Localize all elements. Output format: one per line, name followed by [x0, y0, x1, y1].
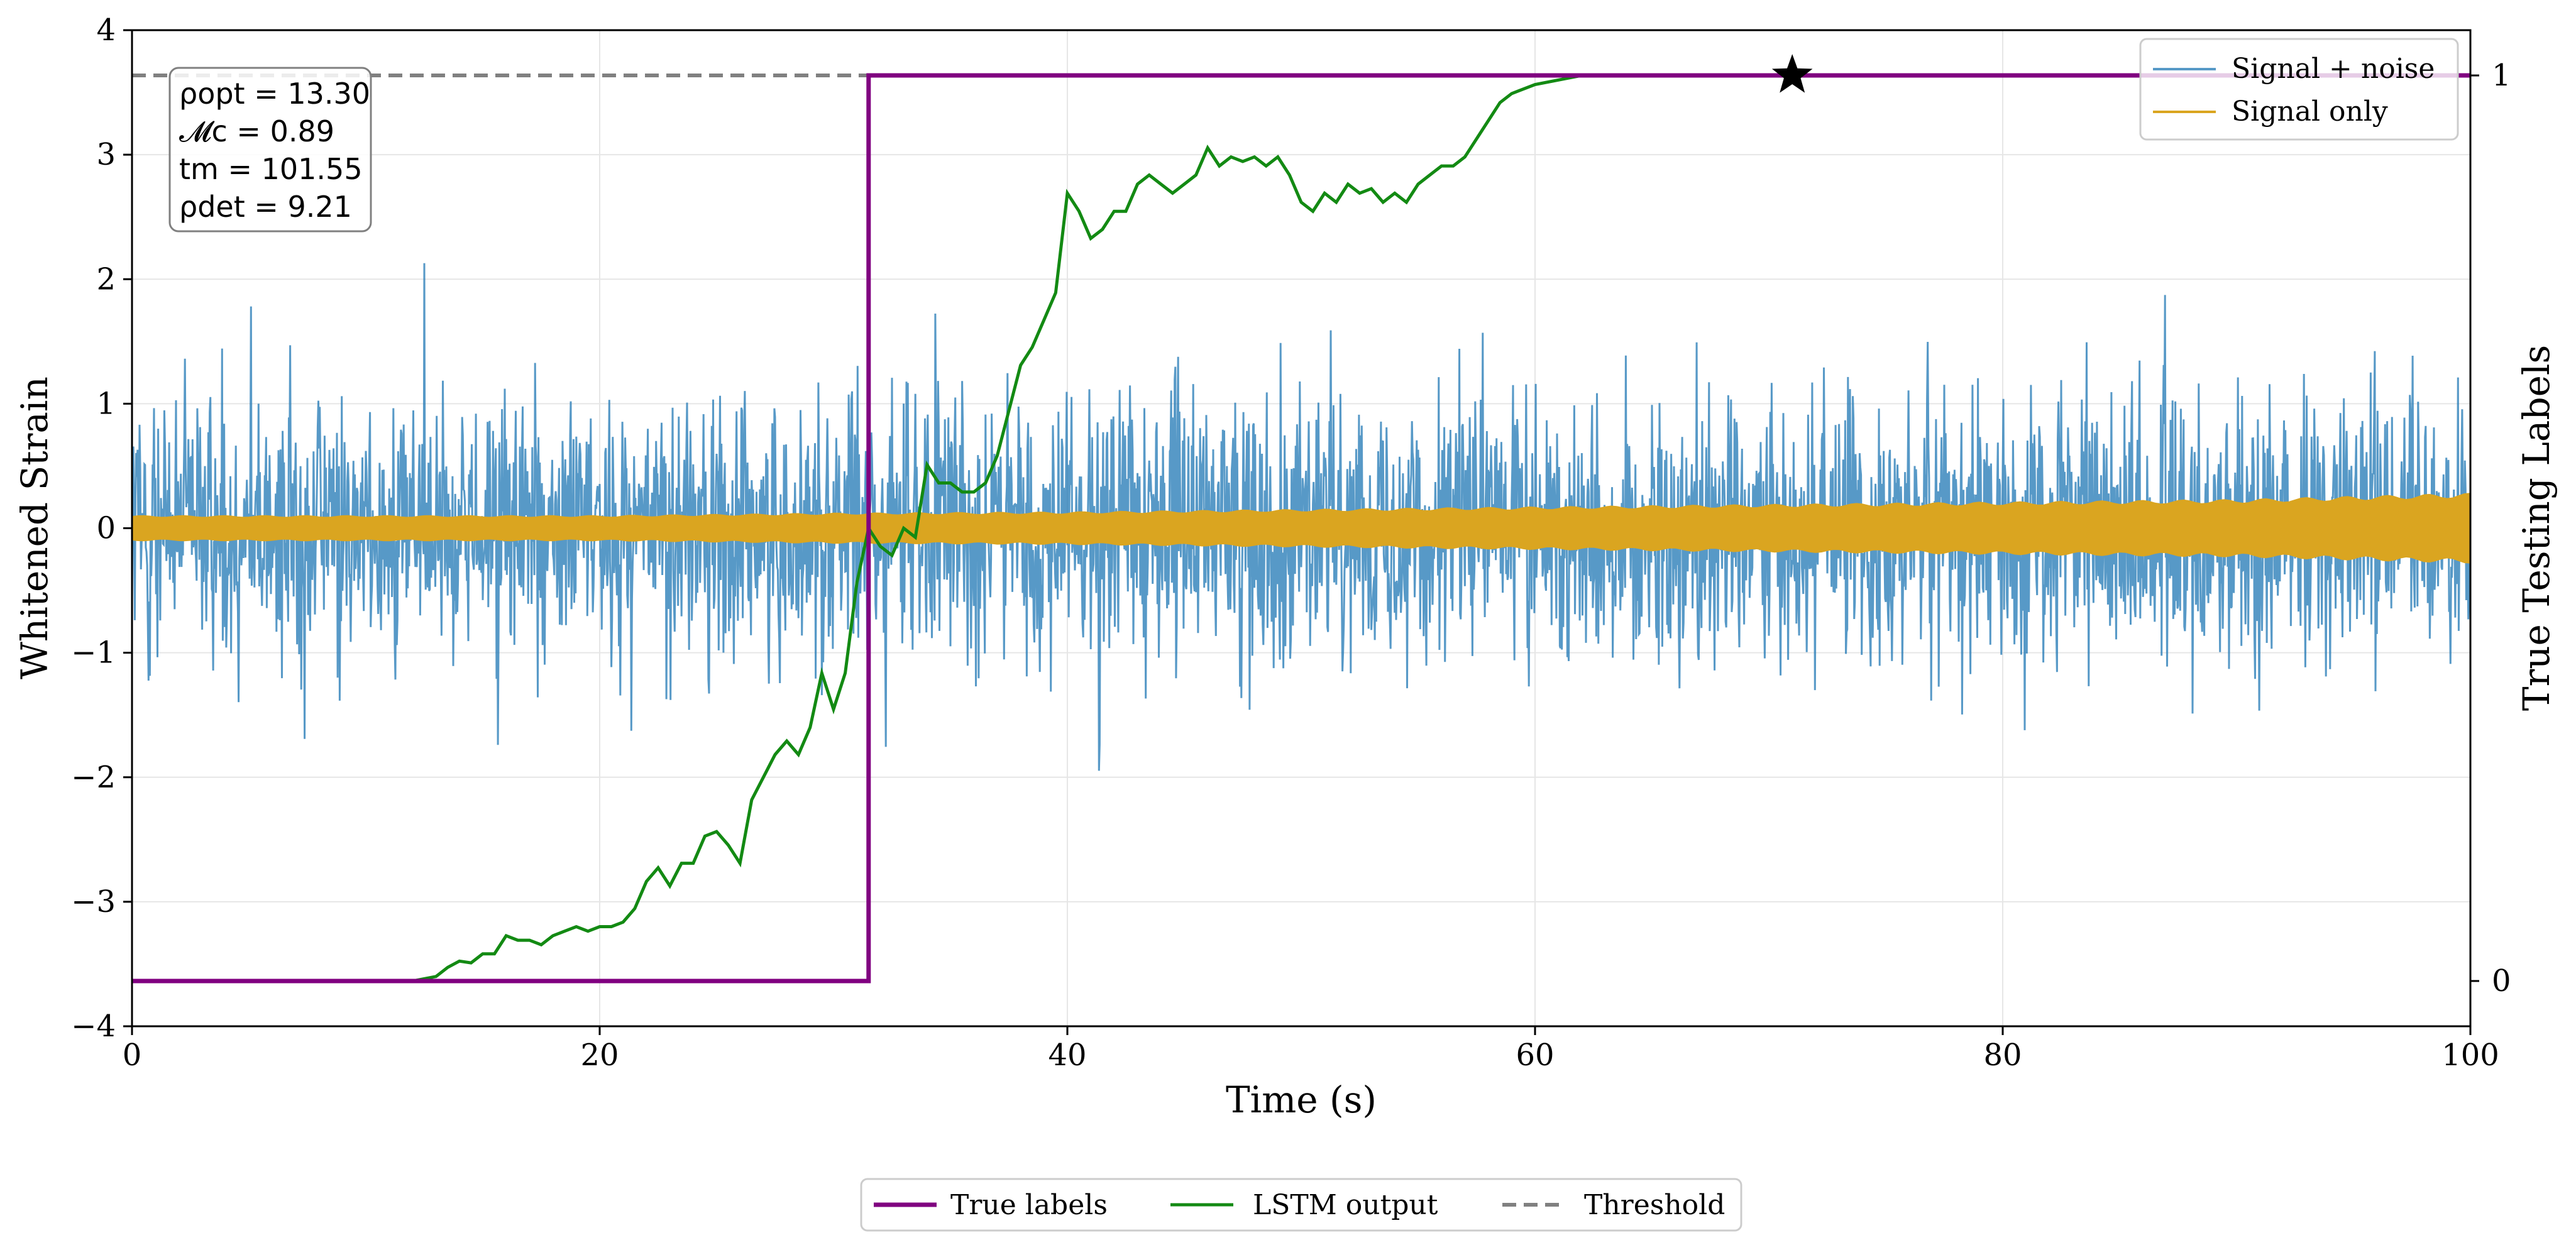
x-axis-label: Time (s) [1226, 1078, 1377, 1121]
annotation-rho-opt: ρopt = 13.30 [179, 77, 370, 111]
y2-tick-label-0: 0 [2492, 963, 2511, 999]
y-axis-label: Whitened Strain [13, 376, 56, 679]
x-tick-label-1: 20 [580, 1038, 619, 1073]
annotation-box: ρopt = 13.30 𝓜c = 0.89 tm = 101.55 ρdet … [168, 67, 372, 233]
y-tick-label-5: 1 [96, 386, 116, 421]
legend-label-signal-plus-noise: Signal + noise [2232, 53, 2435, 85]
annotation-rho-det: ρdet = 9.21 [179, 190, 352, 224]
x-tick-label-2: 40 [1048, 1038, 1086, 1073]
y-tick-label-2: −2 [71, 760, 116, 795]
legend-label-threshold: Threshold [1584, 1189, 1725, 1221]
y-tick-label-0: −4 [71, 1009, 116, 1044]
detection-star-marker [1771, 54, 1813, 93]
x-tick-label-0: 0 [123, 1038, 142, 1073]
series-signal-only [132, 493, 2470, 564]
series-lstm-output [132, 74, 2470, 983]
annotation-mc: 𝓜c = 0.89 [179, 114, 334, 148]
y-tick-label-6: 2 [96, 261, 116, 297]
legend-lower-frame [860, 1178, 1742, 1232]
y2-tick-label-1: 1 [2492, 58, 2511, 93]
series-true-labels [132, 73, 2470, 984]
y2-axis-label: True Testing Labels [2515, 345, 2558, 711]
x-tick-label-5: 100 [2441, 1038, 2499, 1073]
y-tick-label-4: 0 [96, 511, 116, 546]
legend-label-lstm-output: LSTM output [1253, 1189, 1438, 1221]
x-tick-label-4: 80 [1983, 1038, 2022, 1073]
legend-lower: True labels LSTM output Threshold [860, 1178, 1742, 1232]
legend-label-true-labels: True labels [950, 1189, 1108, 1221]
y-tick-label-1: −3 [71, 884, 116, 919]
legend-upper: Signal + noise Signal only [2139, 38, 2459, 141]
x-tick-label-3: 60 [1516, 1038, 1554, 1073]
series-signal-plus-noise [132, 263, 2470, 771]
legend-upper-frame [2139, 38, 2459, 141]
annotation-tm: tm = 101.55 [179, 152, 363, 186]
annotation-frame [168, 67, 372, 233]
legend-label-signal-only: Signal only [2232, 96, 2388, 128]
y-tick-label-7: 3 [96, 137, 116, 172]
y-tick-label-8: 4 [96, 13, 116, 48]
y-tick-label-3: −1 [71, 635, 116, 671]
